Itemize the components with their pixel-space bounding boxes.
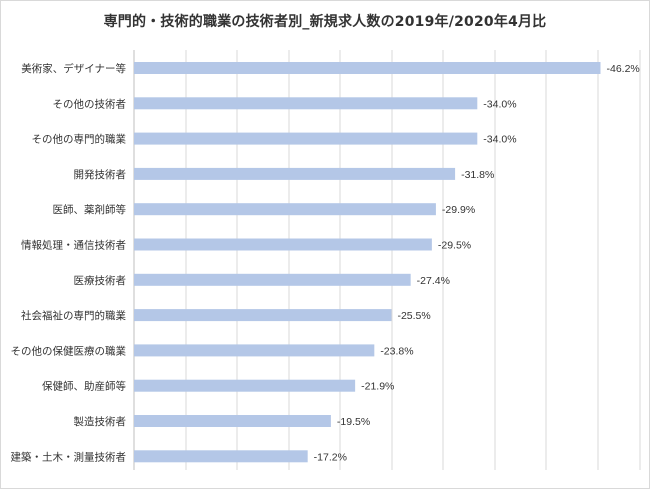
category-label: その他の専門的職業	[32, 133, 127, 146]
bar	[134, 238, 432, 251]
data-label: -21.9%	[361, 381, 394, 393]
data-label: -34.0%	[483, 134, 516, 146]
data-label: -25.5%	[397, 310, 430, 322]
category-label: 医師、薬剤師等	[53, 203, 127, 216]
data-label: -29.9%	[442, 204, 475, 216]
category-label: 美術家、デザイナー等	[21, 62, 126, 75]
data-label: -34.0%	[483, 98, 516, 110]
bar	[134, 62, 601, 74]
bars	[134, 62, 601, 463]
category-label: 保健師、助産師等	[42, 380, 126, 393]
gridlines	[133, 50, 641, 470]
bar	[134, 203, 436, 216]
chart-title: 専門的・技術的職業の技術者別_新規求人数の2019年/2020年4月比	[103, 14, 547, 30]
data-label: -19.5%	[337, 416, 370, 428]
category-label: その他の技術者	[53, 97, 127, 110]
labels: 美術家、デザイナー等 -46.2% その他の技術者 -34.0% その他の専門的職業 -3…	[11, 62, 640, 463]
bar	[134, 309, 392, 322]
category-label: その他の保健医療の職業	[11, 344, 127, 357]
category-label: 医療技術者	[74, 274, 127, 287]
data-label: -23.8%	[380, 345, 413, 357]
bar	[134, 97, 478, 110]
bar	[134, 167, 456, 180]
category-label: 建築・土木・測量技術者	[11, 450, 127, 463]
category-label: 情報処理・通信技術者	[21, 239, 126, 252]
bar	[134, 450, 308, 463]
category-label: 社会福祉の専門的職業	[21, 309, 126, 322]
data-label: -31.8%	[461, 169, 494, 181]
bar	[134, 379, 356, 392]
bar	[134, 415, 331, 427]
bar	[134, 344, 375, 357]
data-label: -29.5%	[438, 240, 471, 252]
category-label: 開発技術者	[74, 168, 127, 181]
bar	[134, 132, 478, 145]
data-label: -27.4%	[417, 275, 450, 287]
data-label: -46.2%	[607, 63, 640, 75]
data-label: -17.2%	[314, 451, 347, 463]
bar	[134, 273, 411, 286]
category-label: 製造技術者	[74, 415, 127, 428]
